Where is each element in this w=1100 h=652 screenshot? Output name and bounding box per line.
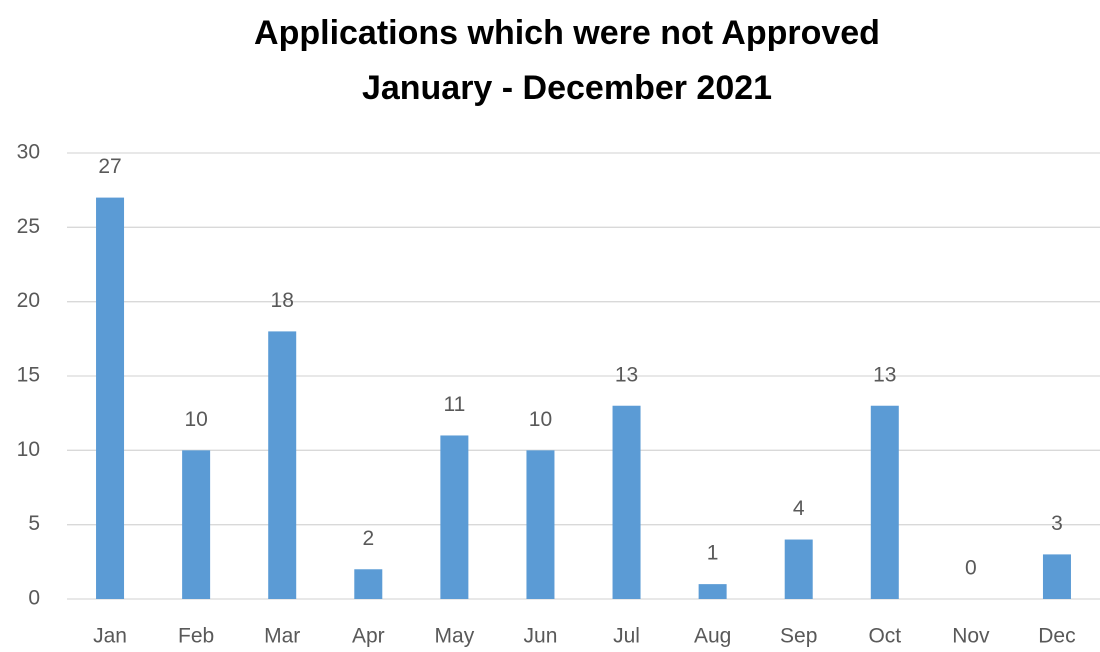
y-tick-label: 15 [17, 364, 40, 387]
bar [526, 450, 555, 599]
bar [698, 584, 727, 599]
x-tick-label: Dec [1038, 625, 1075, 648]
data-label: 10 [184, 408, 207, 431]
y-tick-label: 25 [17, 215, 40, 238]
y-tick-label: 0 [28, 587, 40, 610]
data-label: 11 [443, 393, 465, 416]
bar [612, 405, 641, 599]
data-label: 13 [873, 363, 896, 386]
data-label: 0 [965, 557, 977, 580]
y-tick-label: 30 [17, 141, 40, 164]
chart-title: Applications which were not Approved [254, 14, 880, 52]
y-tick-label: 5 [28, 512, 40, 535]
data-label: 18 [271, 289, 294, 312]
x-tick-label: Oct [868, 625, 901, 648]
bar [870, 405, 899, 599]
data-label: 27 [98, 155, 121, 178]
bar [354, 569, 383, 599]
x-tick-label: May [435, 625, 475, 648]
bar [182, 450, 211, 599]
bar [268, 331, 297, 599]
x-tick-label: Mar [264, 625, 300, 648]
x-tick-label: Sep [780, 625, 817, 648]
x-tick-label: Jul [613, 625, 640, 648]
bar [440, 435, 469, 599]
x-tick-label: Aug [694, 625, 731, 648]
x-tick-label: Feb [178, 625, 214, 648]
data-label: 4 [793, 497, 805, 520]
data-label: 1 [707, 542, 719, 565]
x-tick-label: Nov [952, 625, 990, 648]
y-tick-label: 10 [17, 438, 40, 461]
x-tick-label: Jan [93, 625, 127, 648]
data-label: 3 [1051, 512, 1063, 535]
data-label: 2 [362, 527, 374, 550]
x-tick-label: Apr [352, 625, 385, 648]
bar [1042, 554, 1071, 599]
data-label: 13 [615, 363, 638, 386]
data-label: 10 [529, 408, 552, 431]
bar [96, 197, 125, 599]
bar [784, 539, 813, 599]
chart-subtitle: January - December 2021 [362, 69, 772, 107]
x-tick-label: Jun [524, 625, 558, 648]
y-tick-label: 20 [17, 289, 40, 312]
